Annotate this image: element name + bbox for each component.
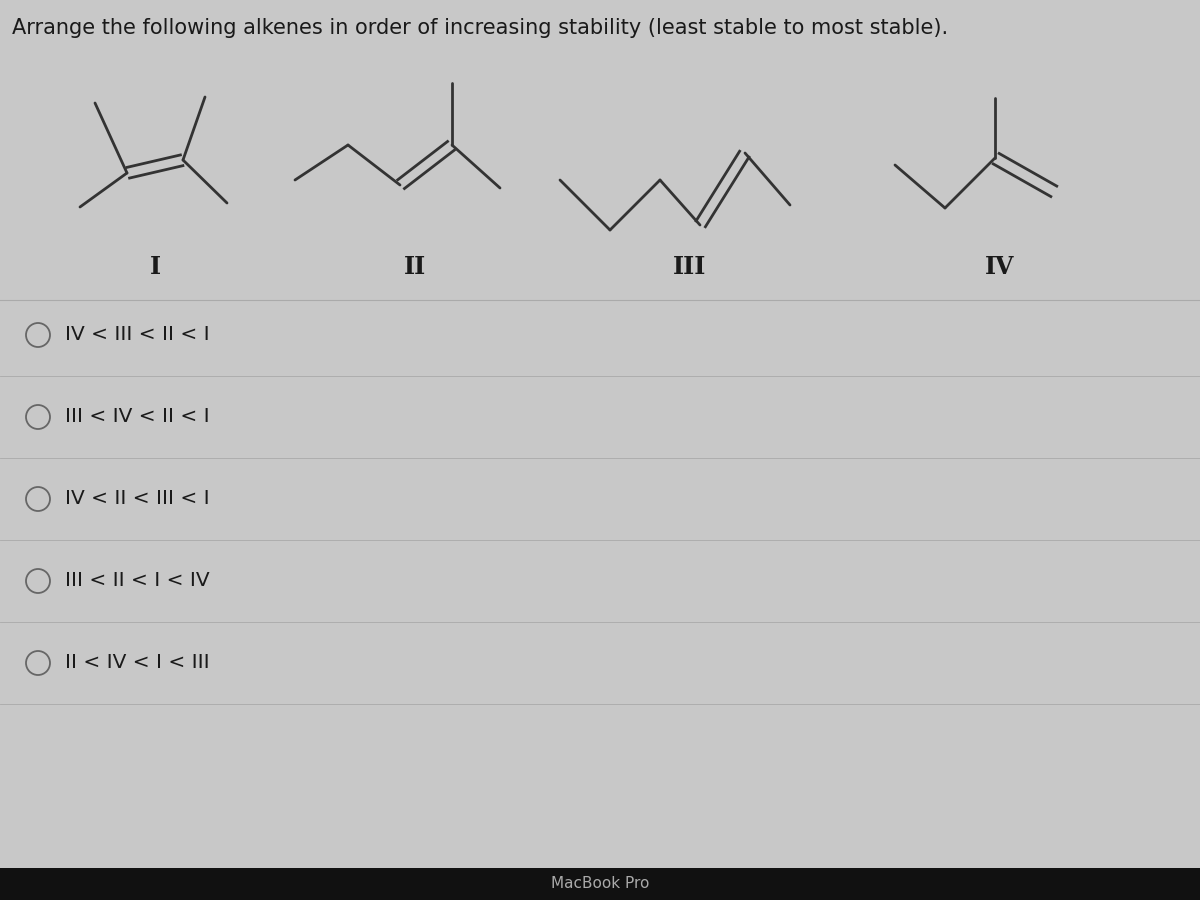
Bar xyxy=(0,868,1200,900)
Text: II < IV < I < III: II < IV < I < III xyxy=(65,653,210,672)
Text: III: III xyxy=(673,255,707,279)
Text: I: I xyxy=(150,255,161,279)
Text: MacBook Pro: MacBook Pro xyxy=(551,877,649,892)
Text: II: II xyxy=(404,255,426,279)
Text: III < II < I < IV: III < II < I < IV xyxy=(65,572,210,590)
Text: Arrange the following alkenes in order of increasing stability (least stable to : Arrange the following alkenes in order o… xyxy=(12,18,948,38)
Text: III < IV < II < I: III < IV < II < I xyxy=(65,408,210,427)
Text: IV < II < III < I: IV < II < III < I xyxy=(65,490,210,508)
Text: IV < III < II < I: IV < III < II < I xyxy=(65,326,210,345)
Text: IV: IV xyxy=(985,255,1015,279)
